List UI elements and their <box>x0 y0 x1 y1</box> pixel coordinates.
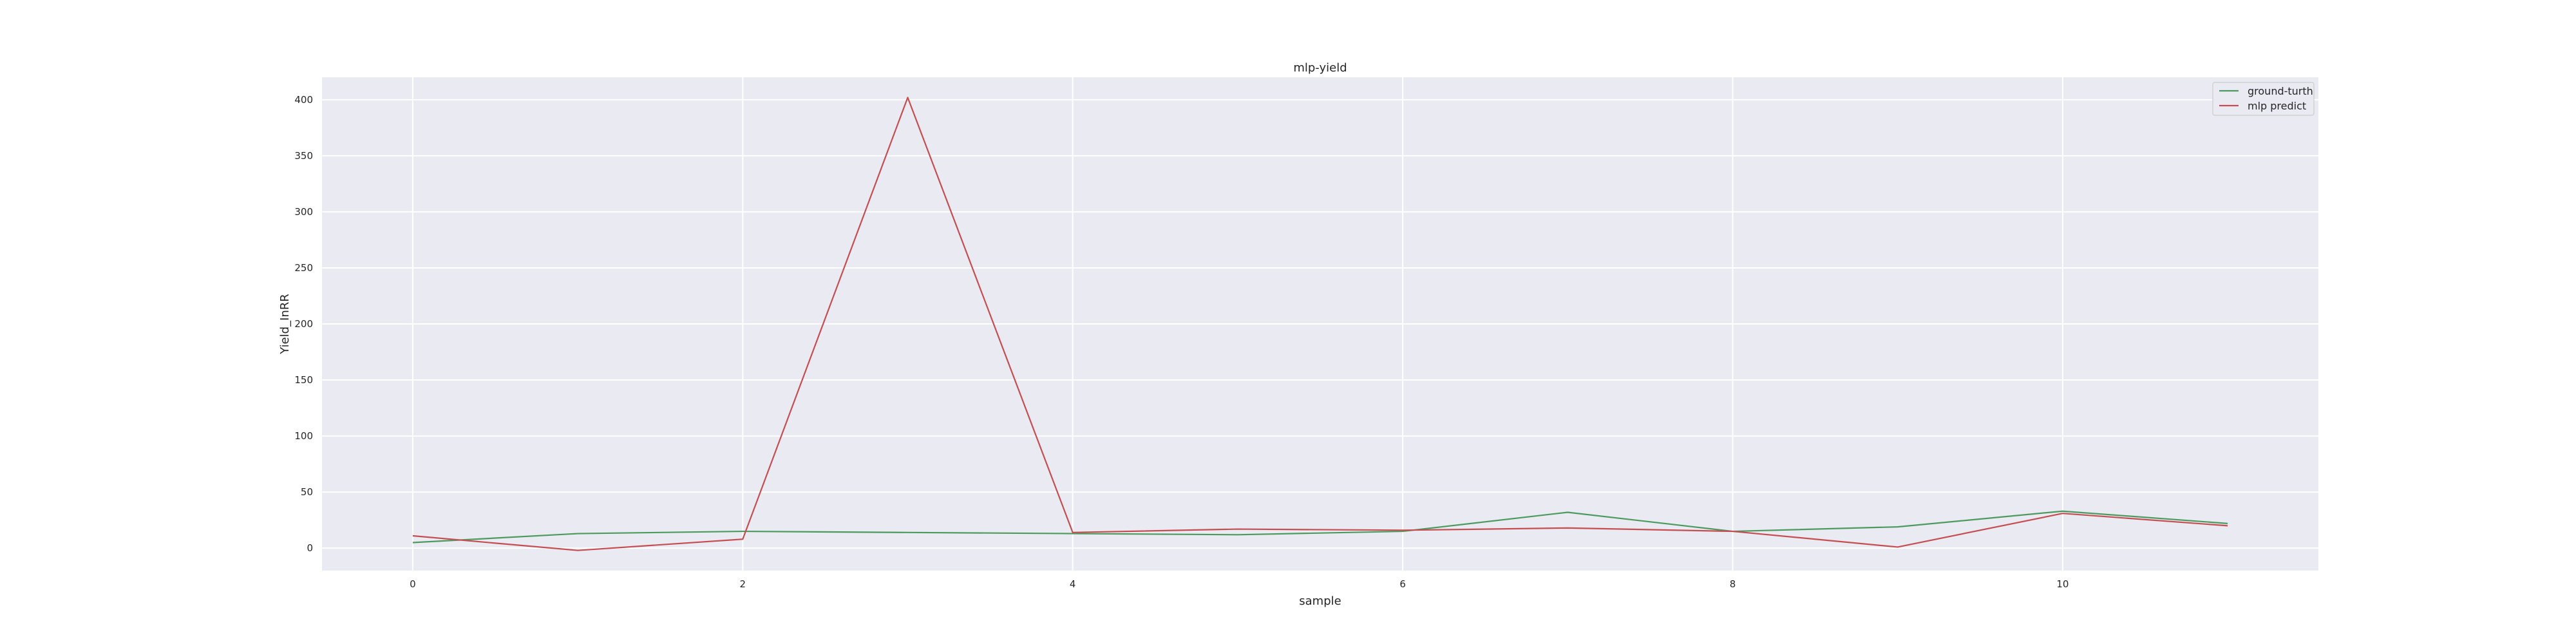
series-line-ground-turth <box>412 510 2228 544</box>
series-lines <box>412 97 2228 551</box>
y-tick-label: 100 <box>294 430 313 442</box>
y-tick-label: 200 <box>294 318 313 330</box>
x-tick-label: 0 <box>410 578 416 590</box>
x-tick-label: 10 <box>2056 578 2069 590</box>
x-axis-label: sample <box>1299 594 1341 608</box>
y-axis-label: Yield_InRR <box>278 294 292 355</box>
grid-lines <box>322 77 2318 571</box>
y-tick-label: 300 <box>294 206 313 218</box>
x-tick-label: 2 <box>740 578 746 590</box>
chart-title: mlp-yield <box>1293 61 1347 75</box>
y-tick-label: 350 <box>294 150 313 162</box>
y-tick-labels: 0 50 100 150 200 250 300 350 400 <box>294 94 313 554</box>
legend-label-ground-turth: ground-turth <box>2248 85 2313 97</box>
y-tick-label: 150 <box>294 374 313 386</box>
x-tick-label: 8 <box>1730 578 1736 590</box>
y-tick-label: 250 <box>294 262 313 274</box>
x-tick-labels: 0 2 4 6 8 10 <box>410 578 2069 590</box>
legend: ground-turth mlp predict <box>2212 82 2315 116</box>
y-tick-label: 0 <box>307 542 313 554</box>
x-tick-label: 6 <box>1399 578 1406 590</box>
x-tick-label: 4 <box>1070 578 1076 590</box>
y-tick-label: 50 <box>301 486 313 498</box>
y-tick-label: 400 <box>294 94 313 106</box>
legend-label-mlp-predict: mlp predict <box>2248 100 2306 112</box>
series-line-mlp-predict <box>412 97 2228 551</box>
